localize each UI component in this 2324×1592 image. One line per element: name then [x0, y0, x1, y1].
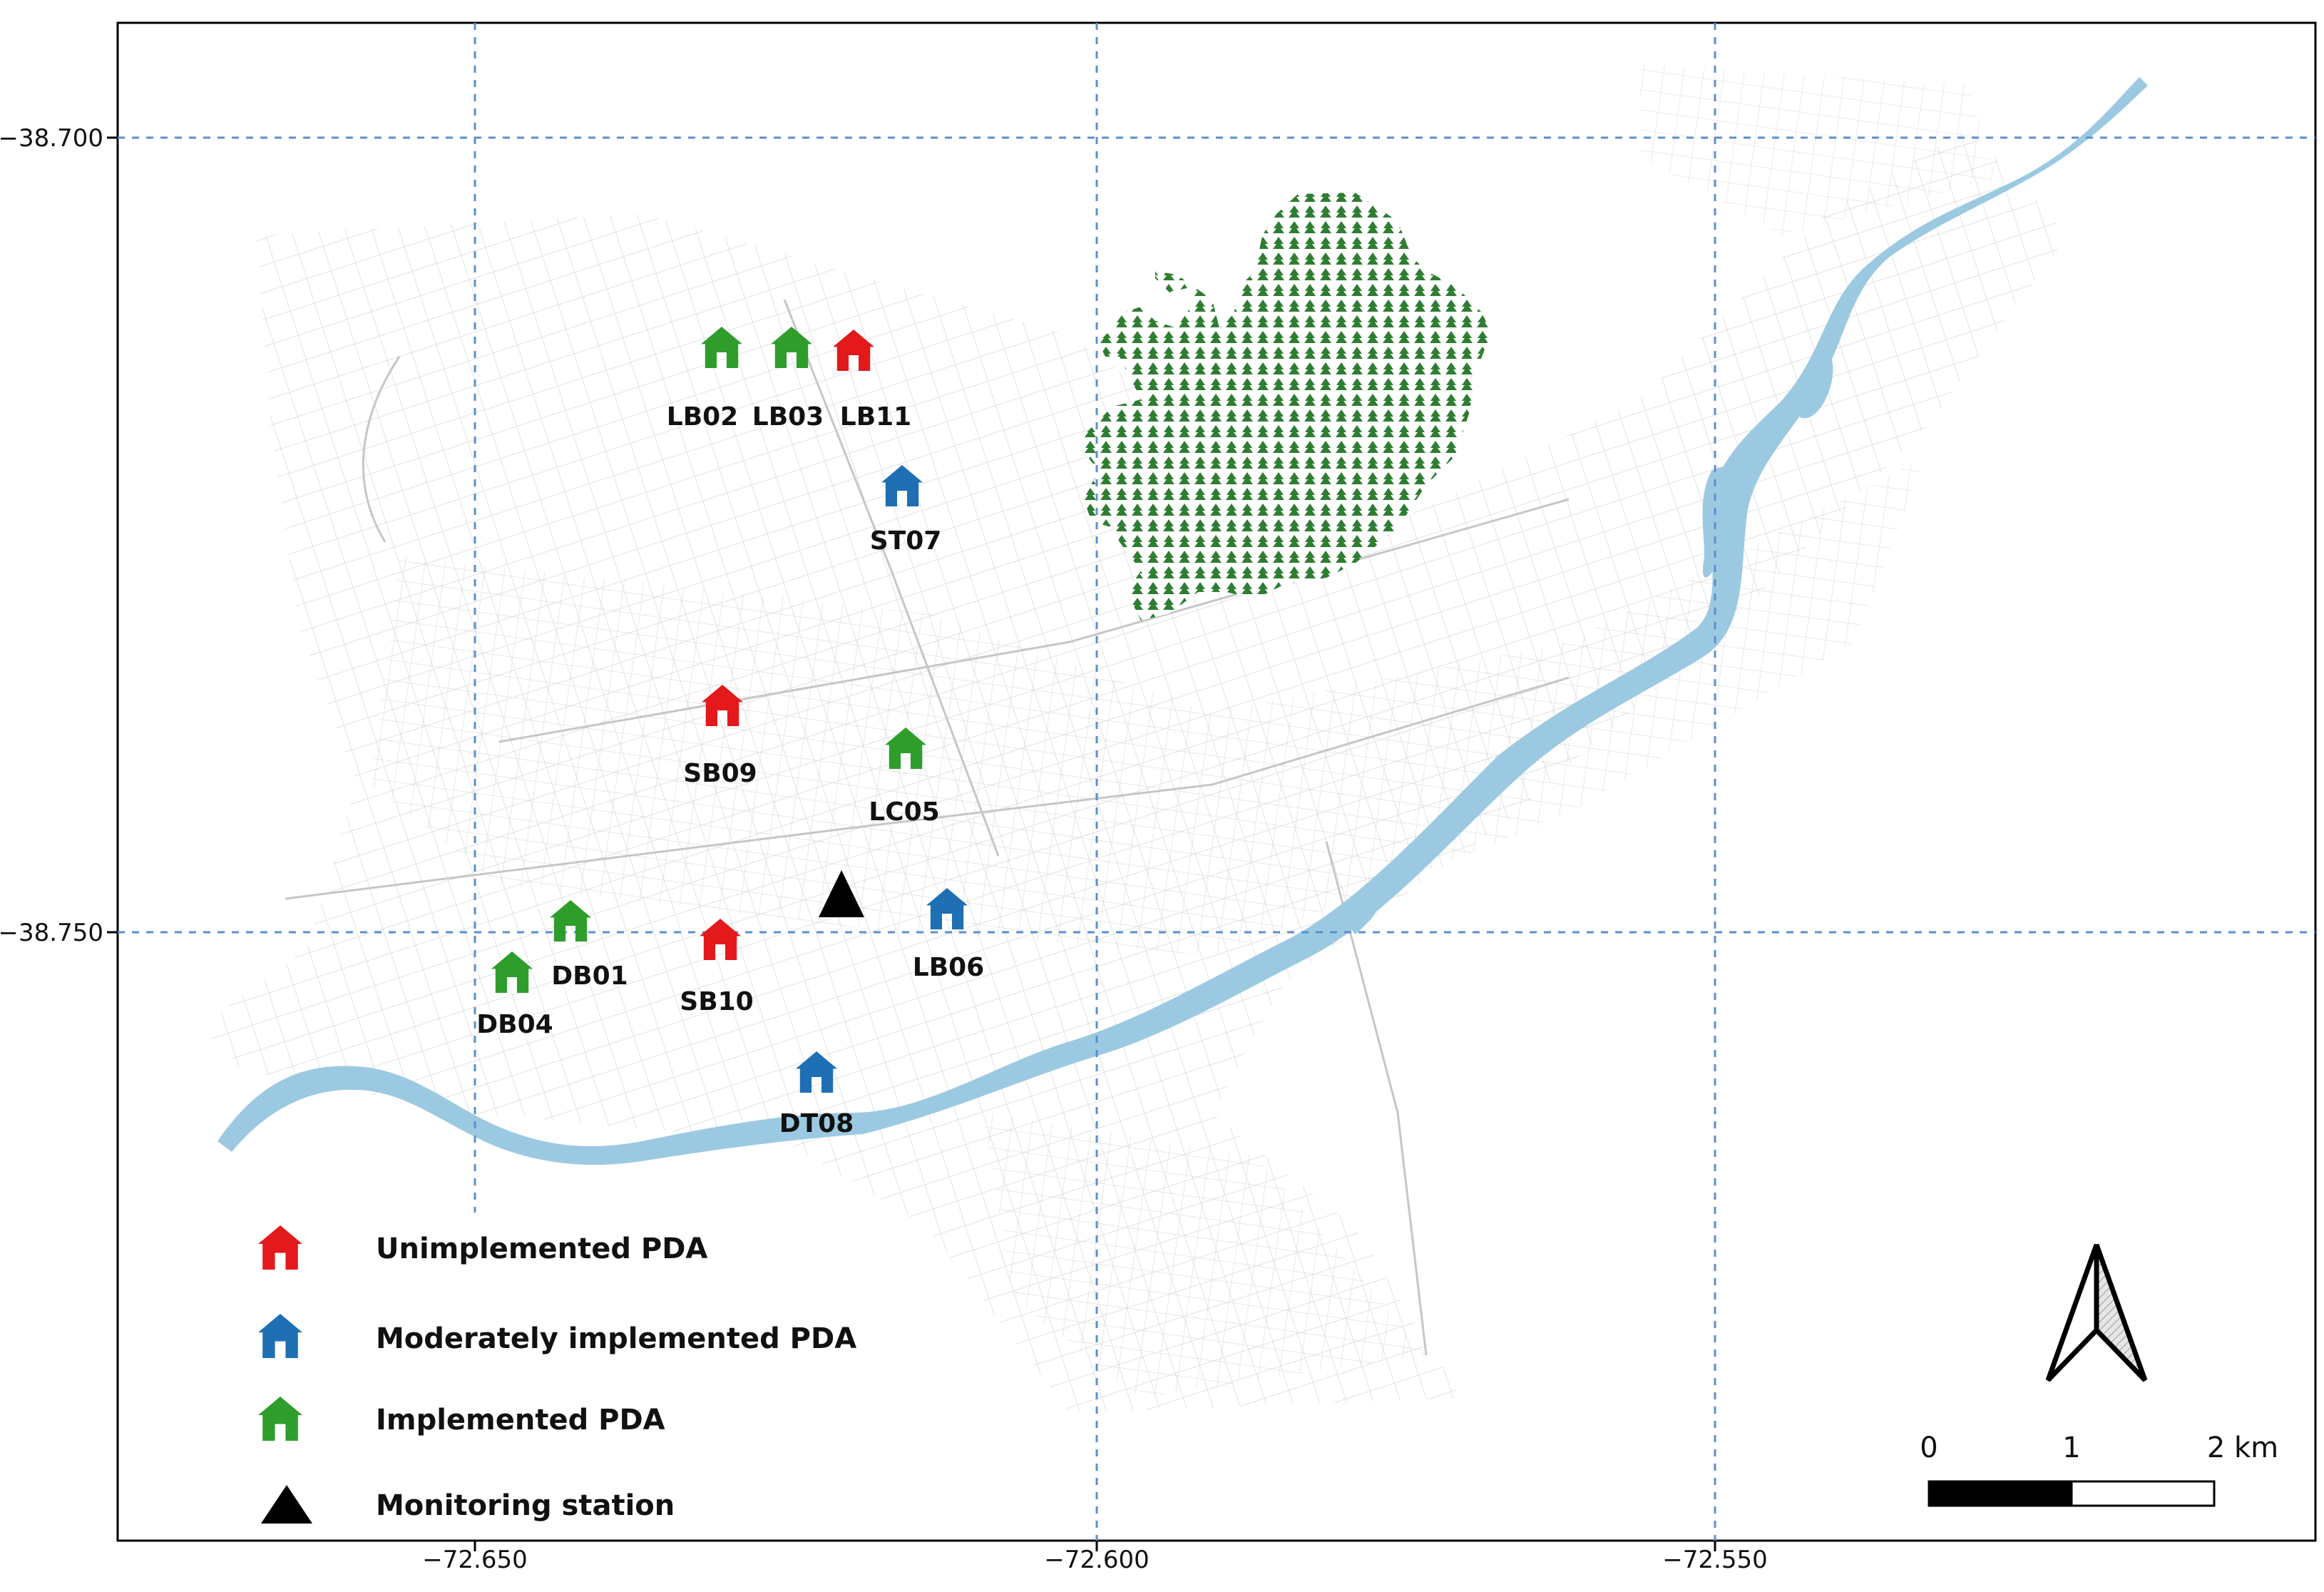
legend: Unimplemented PDA Moderately implemented… [225, 1213, 856, 1524]
site-label-sb09: SB09 [683, 759, 757, 788]
legend-label-moderate: Moderately implemented PDA [376, 1322, 856, 1355]
y-tick-label: −38.700 [0, 124, 103, 153]
river [217, 77, 2148, 1165]
site-label-lb03: LB03 [752, 402, 824, 432]
site-marker-lb11[interactable] [833, 330, 874, 371]
site-label-db01: DB01 [551, 961, 628, 991]
x-tick-label: −72.550 [1662, 1546, 1767, 1574]
site-marker-dt08[interactable] [796, 1051, 837, 1093]
site-marker-st07[interactable] [881, 465, 923, 506]
graticule [118, 23, 2315, 1541]
site-marker-lb06[interactable] [926, 888, 968, 929]
forest-area [1077, 193, 1490, 621]
monitoring-station-marker[interactable] [819, 870, 864, 917]
legend-label-unimplemented: Unimplemented PDA [376, 1233, 707, 1265]
x-tick-label: −72.600 [1044, 1546, 1149, 1574]
site-label-dt08: DT08 [779, 1109, 854, 1138]
site-marker-lb03[interactable] [771, 327, 812, 368]
legend-label-implemented: Implemented PDA [376, 1404, 665, 1437]
axis-ticks [107, 136, 1716, 1551]
legend-house-icon-unimplemented[interactable] [258, 1225, 302, 1270]
scale-label-0: 0 [1920, 1432, 1937, 1464]
site-marker-lc05[interactable] [885, 728, 926, 769]
site-label-lb11: LB11 [840, 402, 911, 432]
scale-label-2: 2 km [2207, 1432, 2278, 1464]
north-arrow-icon [2045, 1243, 2148, 1382]
scale-label-1: 1 [2062, 1432, 2080, 1464]
site-label-lc05: LC05 [869, 797, 939, 827]
site-label-sb10: SB10 [680, 987, 753, 1016]
x-tick-label: −72.650 [422, 1546, 527, 1574]
site-marker-lb02[interactable] [701, 327, 742, 368]
site-marker-db04[interactable] [491, 951, 533, 993]
legend-house-icon-implemented[interactable] [258, 1397, 302, 1441]
scale-bar: 0 1 2 km [1920, 1432, 2278, 1507]
site-markers: LB02 LB03 LB11 ST07 SB09 LC05 LB06 SB10 DB01 DB04… [476, 327, 984, 1138]
y-tick-label: −38.750 [0, 919, 103, 947]
site-marker-sb09[interactable] [702, 685, 743, 726]
site-label-st07: ST07 [870, 526, 942, 556]
site-label-lb02: LB02 [667, 402, 738, 432]
site-marker-db01[interactable] [550, 900, 591, 942]
site-marker-sb10[interactable] [700, 919, 741, 960]
site-label-lb06: LB06 [913, 953, 984, 982]
legend-label-station: Monitoring station [376, 1489, 675, 1522]
street-network [200, 64, 2068, 1412]
site-label-db04: DB04 [476, 1010, 553, 1039]
legend-house-icon-moderate[interactable] [258, 1314, 302, 1358]
legend-triangle-icon [261, 1485, 312, 1524]
